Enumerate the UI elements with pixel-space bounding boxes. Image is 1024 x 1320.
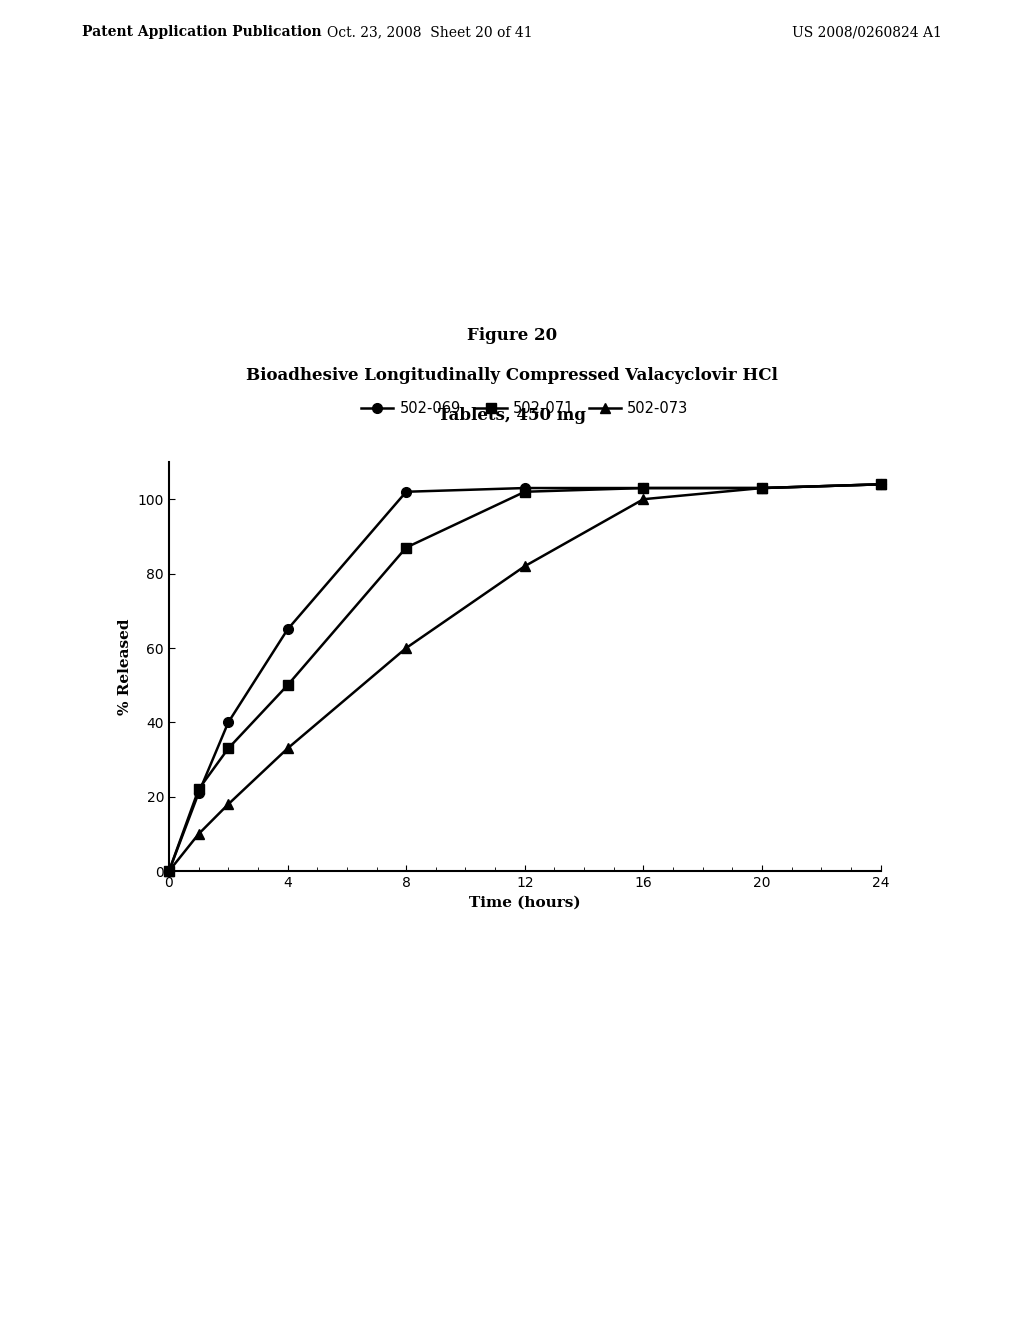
502-071 [518,484,530,500]
Y-axis label: % Released: % Released [118,618,132,715]
502-069 [637,480,649,496]
502-073 [518,558,530,574]
502-069 [874,477,887,492]
502-073 [222,796,234,812]
Text: US 2008/0260824 A1: US 2008/0260824 A1 [793,25,942,40]
502-071 [193,781,205,797]
502-069 [163,863,175,879]
Text: Figure 20: Figure 20 [467,327,557,345]
502-069 [518,480,530,496]
502-069 [222,714,234,730]
502-069 [282,622,294,638]
502-069 [756,480,768,496]
Text: Tablets, 450 mg: Tablets, 450 mg [438,407,586,424]
Legend: 502-069, 502-071, 502-073: 502-069, 502-071, 502-073 [355,396,694,422]
Text: Oct. 23, 2008  Sheet 20 of 41: Oct. 23, 2008 Sheet 20 of 41 [328,25,532,40]
Line: 502-069: 502-069 [164,479,886,876]
502-071 [400,540,413,556]
502-073 [874,477,887,492]
502-071 [637,480,649,496]
Text: Patent Application Publication: Patent Application Publication [82,25,322,40]
X-axis label: Time (hours): Time (hours) [469,895,581,909]
502-073 [282,741,294,756]
502-071 [222,741,234,756]
502-073 [193,826,205,842]
502-071 [756,480,768,496]
502-073 [637,491,649,507]
502-069 [400,484,413,500]
502-069 [193,785,205,801]
Line: 502-071: 502-071 [164,479,886,876]
502-071 [163,863,175,879]
502-071 [282,677,294,693]
502-073 [400,640,413,656]
502-073 [163,863,175,879]
Line: 502-073: 502-073 [164,479,886,876]
502-071 [874,477,887,492]
502-073 [756,480,768,496]
Text: Bioadhesive Longitudinally Compressed Valacyclovir HCl: Bioadhesive Longitudinally Compressed Va… [246,367,778,384]
